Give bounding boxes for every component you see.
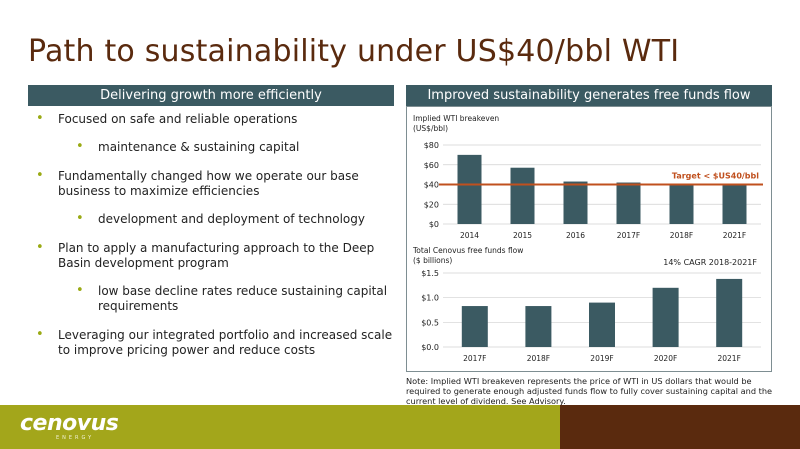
bullet-item: • Fundamentally changed how we operate ou… <box>36 168 359 198</box>
y-tick-label: $0.5 <box>421 318 439 327</box>
y-tick-label: $1.0 <box>421 294 439 303</box>
x-tick-label: 2020F <box>654 354 677 363</box>
bar <box>716 278 743 347</box>
x-tick-label: 2021F <box>717 354 740 363</box>
y-tick-label: $0.0 <box>421 343 439 352</box>
bar <box>457 154 482 224</box>
page-title: Path to sustainability under US$40/bbl W… <box>28 34 680 69</box>
bar <box>669 183 694 224</box>
bullet-dot-icon: • <box>36 111 44 126</box>
cenovus-logo: cenovus <box>20 411 119 436</box>
y-tick-label: $20 <box>424 200 439 209</box>
charts-panel: Implied WTI breakeven (US$/bbl) $0 $20 $40 $6… <box>406 106 772 372</box>
x-tick-label: 2015 <box>513 231 532 240</box>
bar <box>589 302 615 347</box>
bullet-item: • Focused on safe and reliable operations <box>36 111 298 126</box>
x-tick-label: 2019F <box>590 354 613 363</box>
y-tick-label: $60 <box>424 161 439 170</box>
bar <box>722 184 747 224</box>
cenovus-logo-sub: ENERGY <box>56 435 95 441</box>
bar <box>652 287 679 347</box>
bullet-dot-icon: • <box>36 168 44 183</box>
x-tick-label: 2017F <box>617 231 640 240</box>
bullet-item: • Plan to apply a manufacturing approach … <box>36 240 375 270</box>
bar <box>616 182 641 224</box>
bullet-list: • Focused on safe and reliable operations… <box>28 111 394 358</box>
sub-bullet-item: • development and deployment of technolog… <box>76 211 365 226</box>
charts-svg: Implied WTI breakeven(US$/bbl) $0 $20 $40 $6… <box>412 114 763 363</box>
right-panel-header: Improved sustainability generates free f… <box>406 85 772 106</box>
y-tick-label: $80 <box>424 141 439 150</box>
chart-subtitle: ($ billions) <box>413 256 452 265</box>
bullet-dot-icon: • <box>76 139 84 154</box>
footnote: Note: Implied WTI breakeven represents t… <box>406 376 773 406</box>
bullet-dot-icon: • <box>36 240 44 255</box>
x-tick-label: 2018F <box>527 354 550 363</box>
bar <box>563 181 588 224</box>
cagr-annotation: 14% CAGR 2018-2021F <box>663 258 757 267</box>
bullet-dot-icon: • <box>76 211 84 226</box>
bullet-item: • Leveraging our integrated portfolio and… <box>36 327 393 357</box>
y-tick-label: $40 <box>424 181 439 190</box>
target-label: Target < $US40/bbl <box>672 172 759 181</box>
bullet-dot-icon: • <box>36 327 44 342</box>
bar <box>525 306 552 347</box>
footer-band-brown <box>560 405 800 449</box>
bar <box>510 167 535 224</box>
x-tick-label: 2016 <box>566 231 585 240</box>
x-tick-label: 2017F <box>463 354 486 363</box>
x-tick-label: 2014 <box>460 231 479 240</box>
footer-band-olive <box>0 405 560 449</box>
y-tick-label: $0 <box>429 220 439 229</box>
x-tick-label: 2021F <box>723 231 746 240</box>
sub-bullet-item: • low base decline rates reduce sustainin… <box>76 283 388 313</box>
y-tick-label: $1.5 <box>421 269 439 278</box>
chart-title: Implied WTI breakeven <box>413 114 499 123</box>
chart-title: Total Cenovus free funds flow <box>412 246 523 255</box>
sub-bullet-item: • maintenance & sustaining capital <box>76 139 300 154</box>
x-tick-label: 2018F <box>670 231 693 240</box>
left-panel-header: Delivering growth more efficiently <box>28 85 394 106</box>
bar <box>461 306 488 347</box>
bullet-dot-icon: • <box>76 283 84 298</box>
chart-subtitle: (US$/bbl) <box>413 124 448 133</box>
